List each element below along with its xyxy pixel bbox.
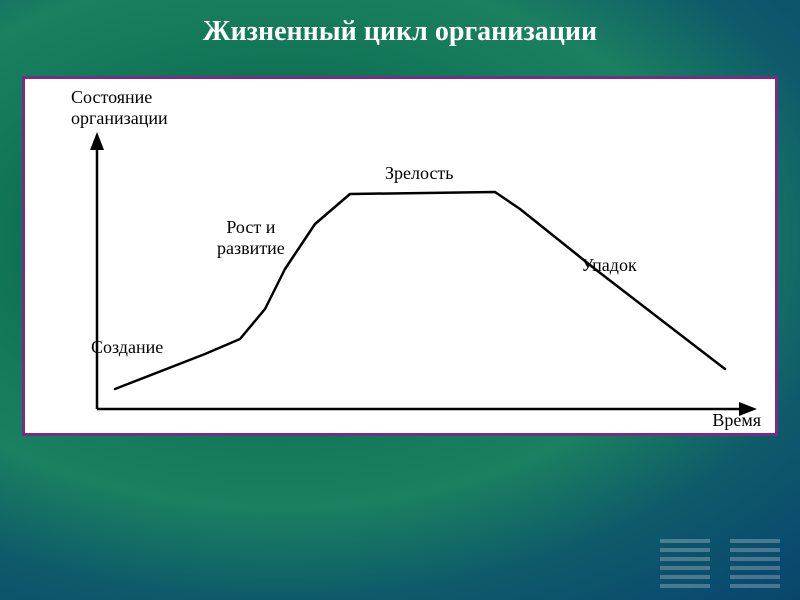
decor-bar [660,539,710,543]
decor-bar [660,584,710,588]
decor-bar [730,557,780,561]
decor-bar [730,566,780,570]
corner-decoration [660,539,780,588]
decor-bar [660,566,710,570]
y-axis-arrow [90,132,104,150]
decor-bar [730,539,780,543]
decor-bar [730,584,780,588]
decor-bar [730,548,780,552]
phase-creation: Создание [91,337,163,358]
slide-title-text: Жизненный цикл организации [203,16,597,47]
chart-frame: Состояние организации Время Создание Рос… [22,76,778,436]
decor-bar [730,575,780,579]
phase-maturity: Зрелость [385,163,454,184]
decor-bar [660,548,710,552]
decor-bar [660,557,710,561]
decor-col-2 [730,539,780,588]
phase-growth: Рост и развитие [217,217,285,259]
phase-decline: Упадок [581,255,637,276]
slide-title: Жизненный цикл организации [0,16,800,48]
y-axis-label: Состояние организации [71,87,168,129]
lifecycle-chart [25,79,775,433]
lifecycle-curve [115,192,725,389]
decor-col-1 [660,539,710,588]
x-axis-label: Время [712,410,761,431]
decor-bar [660,575,710,579]
